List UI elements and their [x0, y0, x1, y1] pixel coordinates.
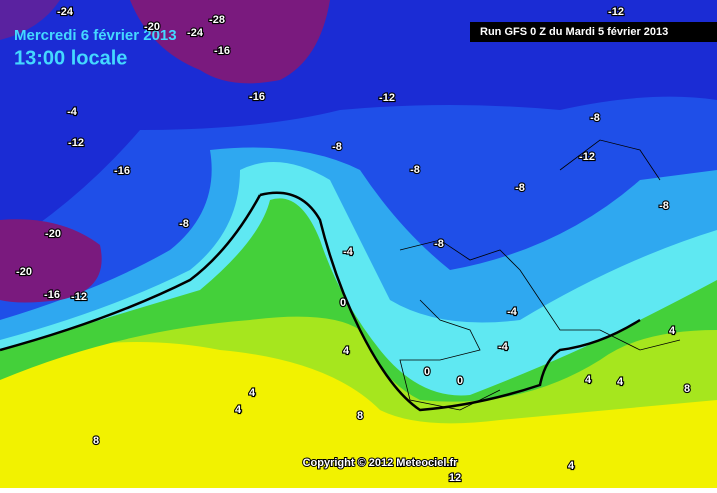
- field-frigid: [0, 0, 717, 250]
- contour-label: -20: [144, 21, 160, 33]
- cold-core-corner: [0, 0, 60, 40]
- contour-label: -4: [498, 341, 509, 353]
- contour-label: -12: [608, 6, 624, 18]
- contour-label: 4: [585, 374, 592, 386]
- contour-label: -4: [507, 306, 518, 318]
- contour-label: 4: [669, 325, 676, 337]
- contour-label: -8: [590, 112, 600, 124]
- contour-label: -12: [68, 137, 84, 149]
- contour-label: 4: [343, 345, 350, 357]
- cold-core-west: [0, 219, 102, 303]
- contour-label: -20: [16, 266, 32, 278]
- run-banner: [470, 22, 717, 42]
- zero-isotherm: [259, 191, 641, 412]
- zero-isotherm-west: [0, 194, 262, 352]
- contour-label: 4: [568, 460, 575, 472]
- contour-label: -8: [332, 141, 342, 153]
- contour-label: 4: [235, 404, 242, 416]
- contour-label: -24: [57, 6, 74, 18]
- contour-label: -8: [515, 182, 525, 194]
- contour-label: -16: [44, 289, 60, 301]
- contour-label: 8: [684, 383, 690, 395]
- time-text: 13:00 locale: [14, 47, 127, 69]
- contour-label: 0: [340, 297, 346, 309]
- contour-label: 0: [457, 375, 463, 387]
- contour-label: -20: [45, 228, 61, 240]
- contour-label: 4: [249, 387, 256, 399]
- contour-label: -8: [179, 218, 189, 230]
- contour-label: 4: [617, 376, 624, 388]
- contour-label: -16: [249, 91, 265, 103]
- contour-label: 0: [424, 366, 430, 378]
- contour-label: -28: [209, 14, 225, 26]
- contour-label: -8: [434, 238, 444, 250]
- contour-label: -12: [71, 291, 87, 303]
- contour-label: -16: [214, 45, 230, 57]
- contour-label: -12: [379, 92, 395, 104]
- contour-label: -4: [67, 106, 78, 118]
- contour-label: -8: [410, 164, 420, 176]
- run-text: Run GFS 0 Z du Mardi 5 février 2013: [480, 26, 668, 38]
- contour-label: -16: [114, 165, 130, 177]
- coastlines: [399, 139, 681, 411]
- contour-label: 8: [357, 410, 363, 422]
- contour-label: -24: [187, 27, 204, 39]
- contour-label: -4: [343, 246, 354, 258]
- contour-label: -8: [659, 200, 669, 212]
- contour-label: 8: [93, 435, 99, 447]
- contour-label: -12: [579, 151, 595, 163]
- date-text: Mercredi 6 février 2013: [14, 27, 177, 44]
- copyright: Copyright © 2012 Meteociel.fr: [303, 457, 459, 469]
- contour-label: 12: [449, 472, 461, 484]
- greenland-cold-core: [130, 0, 330, 84]
